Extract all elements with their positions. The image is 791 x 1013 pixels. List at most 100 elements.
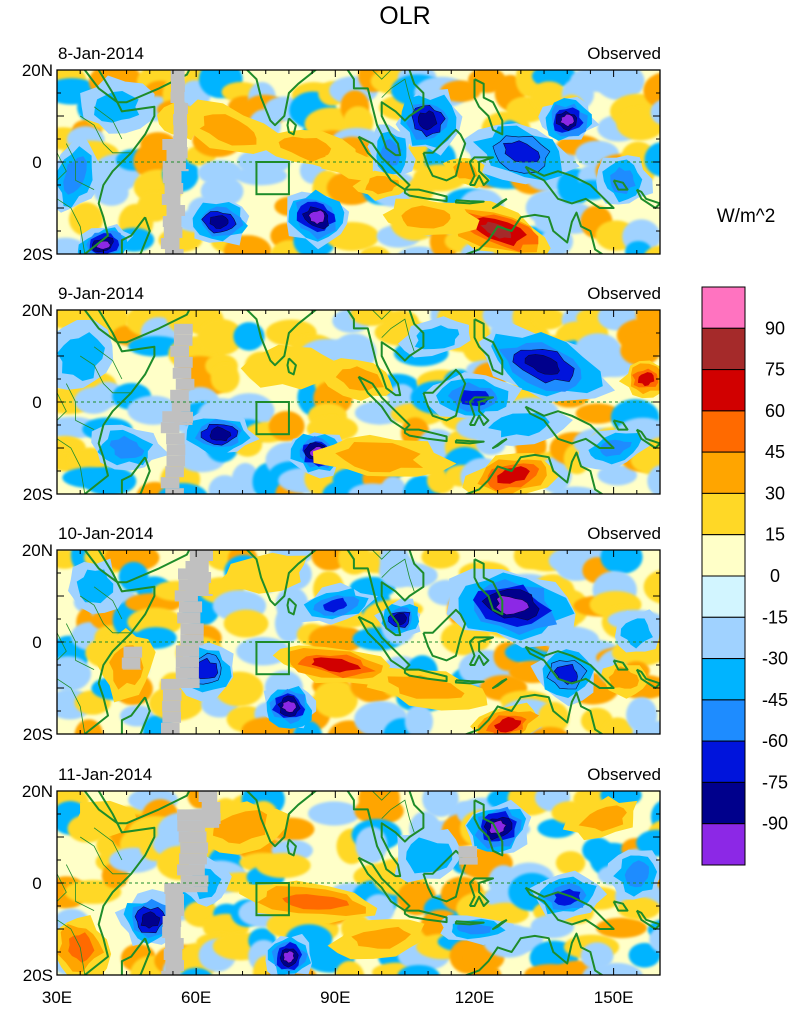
missing-data-cell <box>178 831 207 843</box>
coastline-segment <box>635 428 660 449</box>
olr-contour-level <box>456 923 493 935</box>
olr-contour-level <box>140 911 161 929</box>
olr-noise-patch <box>57 656 92 692</box>
coastline-segment <box>454 439 485 445</box>
colorbar-label: -75 <box>762 772 788 792</box>
olr-noise-patch <box>421 550 460 569</box>
missing-data-cell <box>165 894 184 905</box>
coastline-segment <box>612 179 629 191</box>
colorbar-label: 90 <box>765 318 785 338</box>
latitude-tick-label: 20N <box>22 782 53 801</box>
coastline-segment <box>468 396 494 426</box>
olr-noise-patch <box>643 570 660 604</box>
coastline-segment <box>357 615 411 671</box>
coastline <box>57 70 660 254</box>
olr-contour-level <box>195 114 257 146</box>
missing-data-cell <box>173 114 187 125</box>
longitude-tick-label: 60E <box>181 988 211 1007</box>
missing-data-cell <box>161 678 180 690</box>
olr-noise-patch <box>470 963 502 975</box>
border-segment <box>65 383 95 430</box>
panel-date: 9-Jan-2014 <box>58 284 144 303</box>
missing-data-mask <box>160 323 195 494</box>
colorbar-units: W/m^2 <box>717 206 776 227</box>
coastline-segment <box>286 117 297 136</box>
olr-contour-level <box>281 700 297 713</box>
coastline-segment <box>84 310 191 344</box>
olr-contour-level <box>68 932 95 963</box>
missing-data-cell <box>170 70 185 81</box>
missing-data-cell <box>175 656 199 668</box>
missing-data-mask <box>161 791 478 975</box>
missing-data-cell <box>189 594 213 596</box>
latitude-tick-label: 20S <box>23 485 53 504</box>
missing-data-cell <box>161 194 181 205</box>
border-segment <box>371 310 392 320</box>
olr-noise-patch <box>628 942 660 968</box>
coastline-segment <box>492 918 508 930</box>
latitude-tick-label: 0 <box>32 153 41 172</box>
coastline-segment <box>454 920 485 926</box>
colorbar-label: 30 <box>765 483 785 503</box>
missing-data-cell <box>201 802 221 813</box>
axis-ticks <box>56 549 661 735</box>
olr-noise-patch <box>550 486 600 494</box>
missing-data-cell <box>171 81 185 92</box>
coastline-segment <box>463 932 604 975</box>
panel-date: 8-Jan-2014 <box>58 44 144 63</box>
coastline-segment <box>422 608 467 662</box>
olr-noise-patch <box>127 607 183 637</box>
coastline-segment <box>524 405 615 449</box>
missing-data-cell <box>180 875 209 887</box>
missing-data-cell <box>175 667 199 679</box>
missing-data-cell <box>161 722 180 734</box>
coastline-segment <box>473 78 504 136</box>
coastline-segment <box>422 849 467 903</box>
missing-data-cell <box>172 158 186 169</box>
figure-title: OLR <box>379 2 430 30</box>
longitude-tick-label: 90E <box>320 988 350 1007</box>
border-segment <box>57 678 86 734</box>
missing-data-cell <box>177 820 206 832</box>
olr-noise-patch <box>74 719 104 734</box>
focus-region-box <box>255 161 290 196</box>
coastline <box>57 550 660 734</box>
olr-contour-level <box>405 837 453 874</box>
olr-noise-patch <box>617 896 660 920</box>
missing-data-cell <box>165 938 184 949</box>
colorbar-swatch <box>701 451 746 494</box>
olr-contour-level <box>216 552 308 594</box>
missing-data-cell <box>200 824 220 828</box>
coastline-segment <box>286 357 297 376</box>
border-segment <box>57 873 67 902</box>
panel-tag: Observed <box>587 524 661 543</box>
olr-noise-patch <box>600 550 643 575</box>
colorbar-label: -60 <box>762 731 788 751</box>
panel-date: 11-Jan-2014 <box>58 765 152 784</box>
coastline-segment <box>422 128 467 182</box>
missing-data-cell <box>162 411 181 423</box>
axis-ticks <box>56 309 661 495</box>
missing-data-cell <box>180 623 204 635</box>
missing-data-cell <box>162 216 182 227</box>
missing-data-cell <box>170 389 189 401</box>
olr-contour-level <box>209 426 232 442</box>
olr-noise-patch <box>200 175 244 207</box>
colorbar-swatch <box>701 286 746 329</box>
olr-noise-patch <box>590 962 643 975</box>
colorbar-swatch <box>701 492 746 536</box>
missing-data-mask <box>121 550 213 734</box>
olr-contour-level <box>620 618 653 649</box>
olr-contour-level <box>414 325 460 350</box>
longitude-tick-label: 150E <box>594 988 634 1007</box>
coastline-segment <box>346 550 425 637</box>
missing-data-cell <box>174 590 198 602</box>
coastline-segment <box>357 856 411 912</box>
colorbar-swatch <box>701 534 746 577</box>
olr-contour-level <box>283 950 295 964</box>
olr-noise-patch <box>223 609 269 638</box>
coastline-segment <box>84 70 191 104</box>
olr-noise-patch <box>82 466 137 494</box>
coastline-segment <box>403 668 448 683</box>
